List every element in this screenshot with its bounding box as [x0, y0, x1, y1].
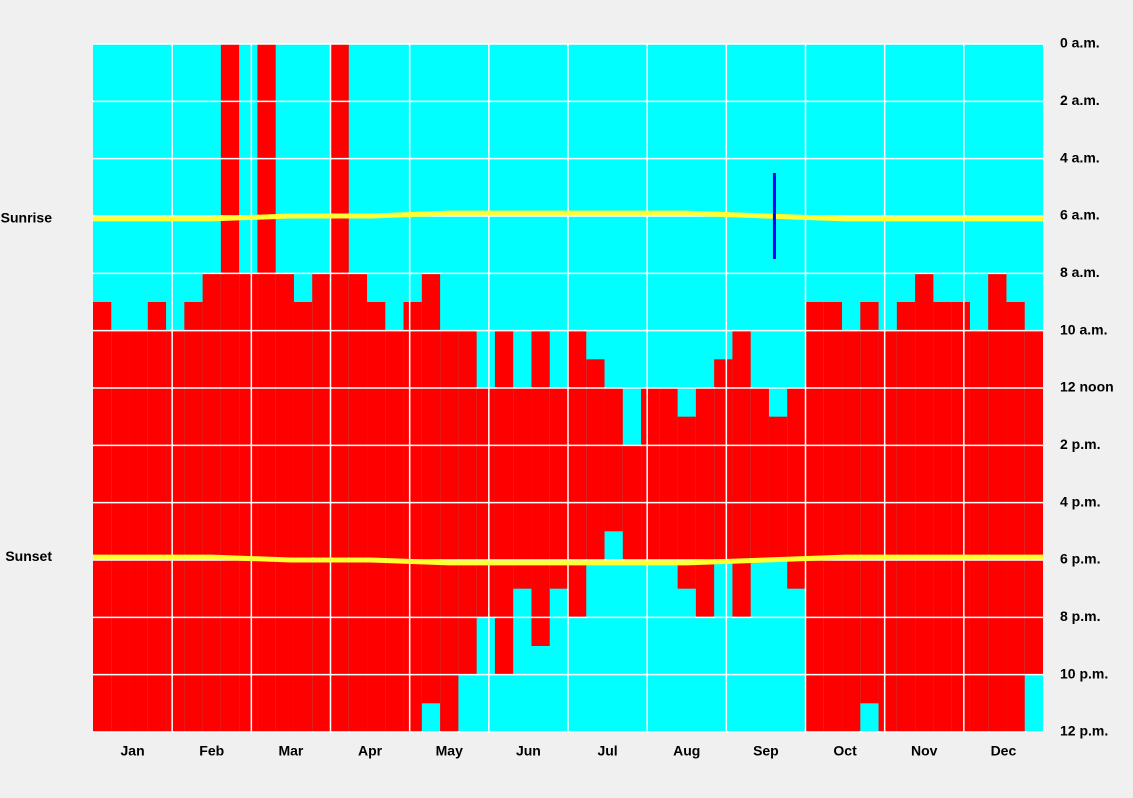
occupied-block [842, 330, 861, 732]
occupied-block [568, 330, 587, 618]
occupied-block [367, 302, 386, 732]
occupied-block [951, 302, 970, 732]
y-tick-label: 4 a.m. [1060, 149, 1100, 165]
sun-line [93, 554, 1043, 566]
y-tick-label: 12 p.m. [1060, 723, 1108, 739]
x-tick-label: Mar [278, 743, 303, 759]
y-tick-label: 6 p.m. [1060, 551, 1100, 567]
x-tick-label: Nov [911, 743, 938, 759]
occupied-block [147, 302, 167, 732]
x-tick-label: Oct [833, 743, 857, 759]
occupied-block [641, 388, 660, 560]
occupied-block [659, 388, 678, 560]
occupied-block [896, 302, 916, 732]
occupied-block [111, 330, 130, 732]
occupied-block [878, 330, 897, 732]
occupied-block [969, 330, 989, 732]
y-tick-label: 0 a.m. [1060, 35, 1100, 51]
x-tick-label: Jan [121, 743, 145, 759]
x-tick-label: May [436, 743, 463, 759]
occupied-block [421, 273, 441, 704]
y-tick-label: 10 p.m. [1060, 665, 1108, 681]
sun-line [93, 210, 1043, 222]
y-tick-label: 12 noon [1060, 379, 1114, 395]
occupied-block [732, 330, 751, 618]
series-label: Sunset [5, 548, 52, 564]
occupied-block [1006, 302, 1025, 732]
y-tick-label: 6 a.m. [1060, 207, 1100, 223]
x-tick-label: Dec [991, 743, 1017, 759]
y-tick-label: 8 p.m. [1060, 608, 1100, 624]
y-tick-label: 8 a.m. [1060, 264, 1100, 280]
y-tick-label: 2 p.m. [1060, 436, 1100, 452]
y-tick-label: 2 a.m. [1060, 92, 1100, 108]
occupied-block [293, 302, 313, 732]
occupied-block [768, 416, 788, 560]
x-tick-label: Feb [199, 743, 224, 759]
x-tick-label: Jul [597, 743, 617, 759]
occupied-block [933, 302, 952, 732]
occupied-block [823, 302, 843, 732]
occupied-block [714, 359, 733, 560]
occupied-block [184, 302, 203, 732]
x-tick-label: Aug [673, 743, 700, 759]
occupied-block [129, 330, 148, 732]
x-tick-label: Jun [516, 743, 541, 759]
occupied-block [750, 388, 769, 560]
occupied-block [586, 359, 605, 560]
occupied-block [513, 388, 532, 589]
occupied-block [166, 330, 185, 732]
occupied-block [385, 330, 404, 732]
x-tick-label: Sep [753, 743, 779, 759]
occupied-block [93, 302, 112, 732]
occupied-block [549, 388, 568, 589]
occupied-block [440, 330, 459, 732]
x-tick-label: Apr [358, 743, 383, 759]
occupied-block [787, 388, 806, 589]
occupied-block [403, 302, 422, 732]
y-tick-label: 10 a.m. [1060, 321, 1107, 337]
occupied-block [805, 302, 824, 732]
y-tick-label: 4 p.m. [1060, 493, 1100, 509]
occupied-block [604, 388, 623, 532]
series-label: Sunrise [1, 210, 53, 226]
occupied-block [531, 330, 550, 646]
